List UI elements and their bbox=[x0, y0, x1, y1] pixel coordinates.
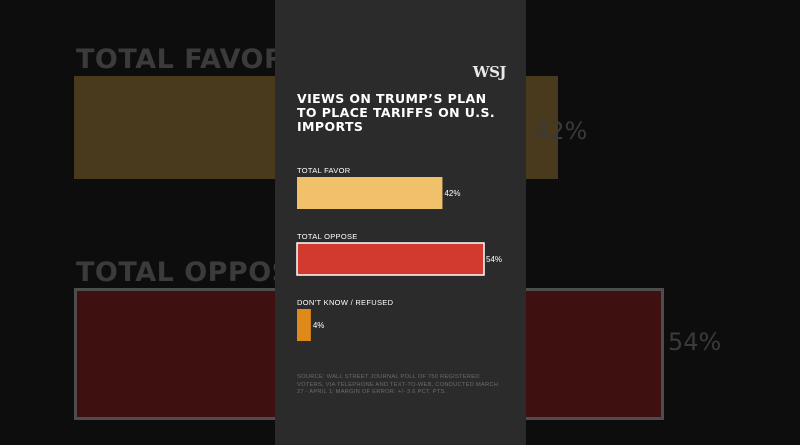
wsj-logo: WSJ bbox=[472, 63, 507, 81]
chart-title: VIEWS ON TRUMP’S PLAN TO PLACE TARIFFS O… bbox=[297, 91, 495, 134]
bar-chart: TOTAL FAVOR 42% TOTAL OPPOSE 54% DON’T KNOW … bbox=[296, 166, 502, 341]
bar-don-t-know-refused bbox=[297, 309, 311, 341]
bg-favor-label: TOTAL FAVOR bbox=[76, 44, 286, 75]
category-label-total-oppose: TOTAL OPPOSE bbox=[297, 232, 358, 241]
bg-oppose-pct: 54% bbox=[668, 328, 722, 356]
bg-favor-pct: 42% bbox=[534, 117, 588, 145]
value-label-total-favor: 42% bbox=[444, 189, 460, 198]
bar-total-favor bbox=[297, 177, 443, 209]
category-label-total-favor: TOTAL FAVOR bbox=[297, 166, 351, 175]
value-label-total-oppose: 54% bbox=[486, 255, 502, 264]
source-note: SOURCE: WALL STREET JOURNAL POLL OF 750 … bbox=[297, 374, 499, 395]
chart-panel: WSJ VIEWS ON TRUMP’S PLAN TO PLACE TARIF… bbox=[275, 0, 526, 445]
bg-oppose-label: TOTAL OPPOSE bbox=[76, 257, 311, 288]
category-label-don-t-know-refused: DON’T KNOW / REFUSED bbox=[297, 298, 394, 307]
value-label-don-t-know-refused: 4% bbox=[313, 321, 325, 330]
bar-total-oppose bbox=[296, 242, 485, 276]
